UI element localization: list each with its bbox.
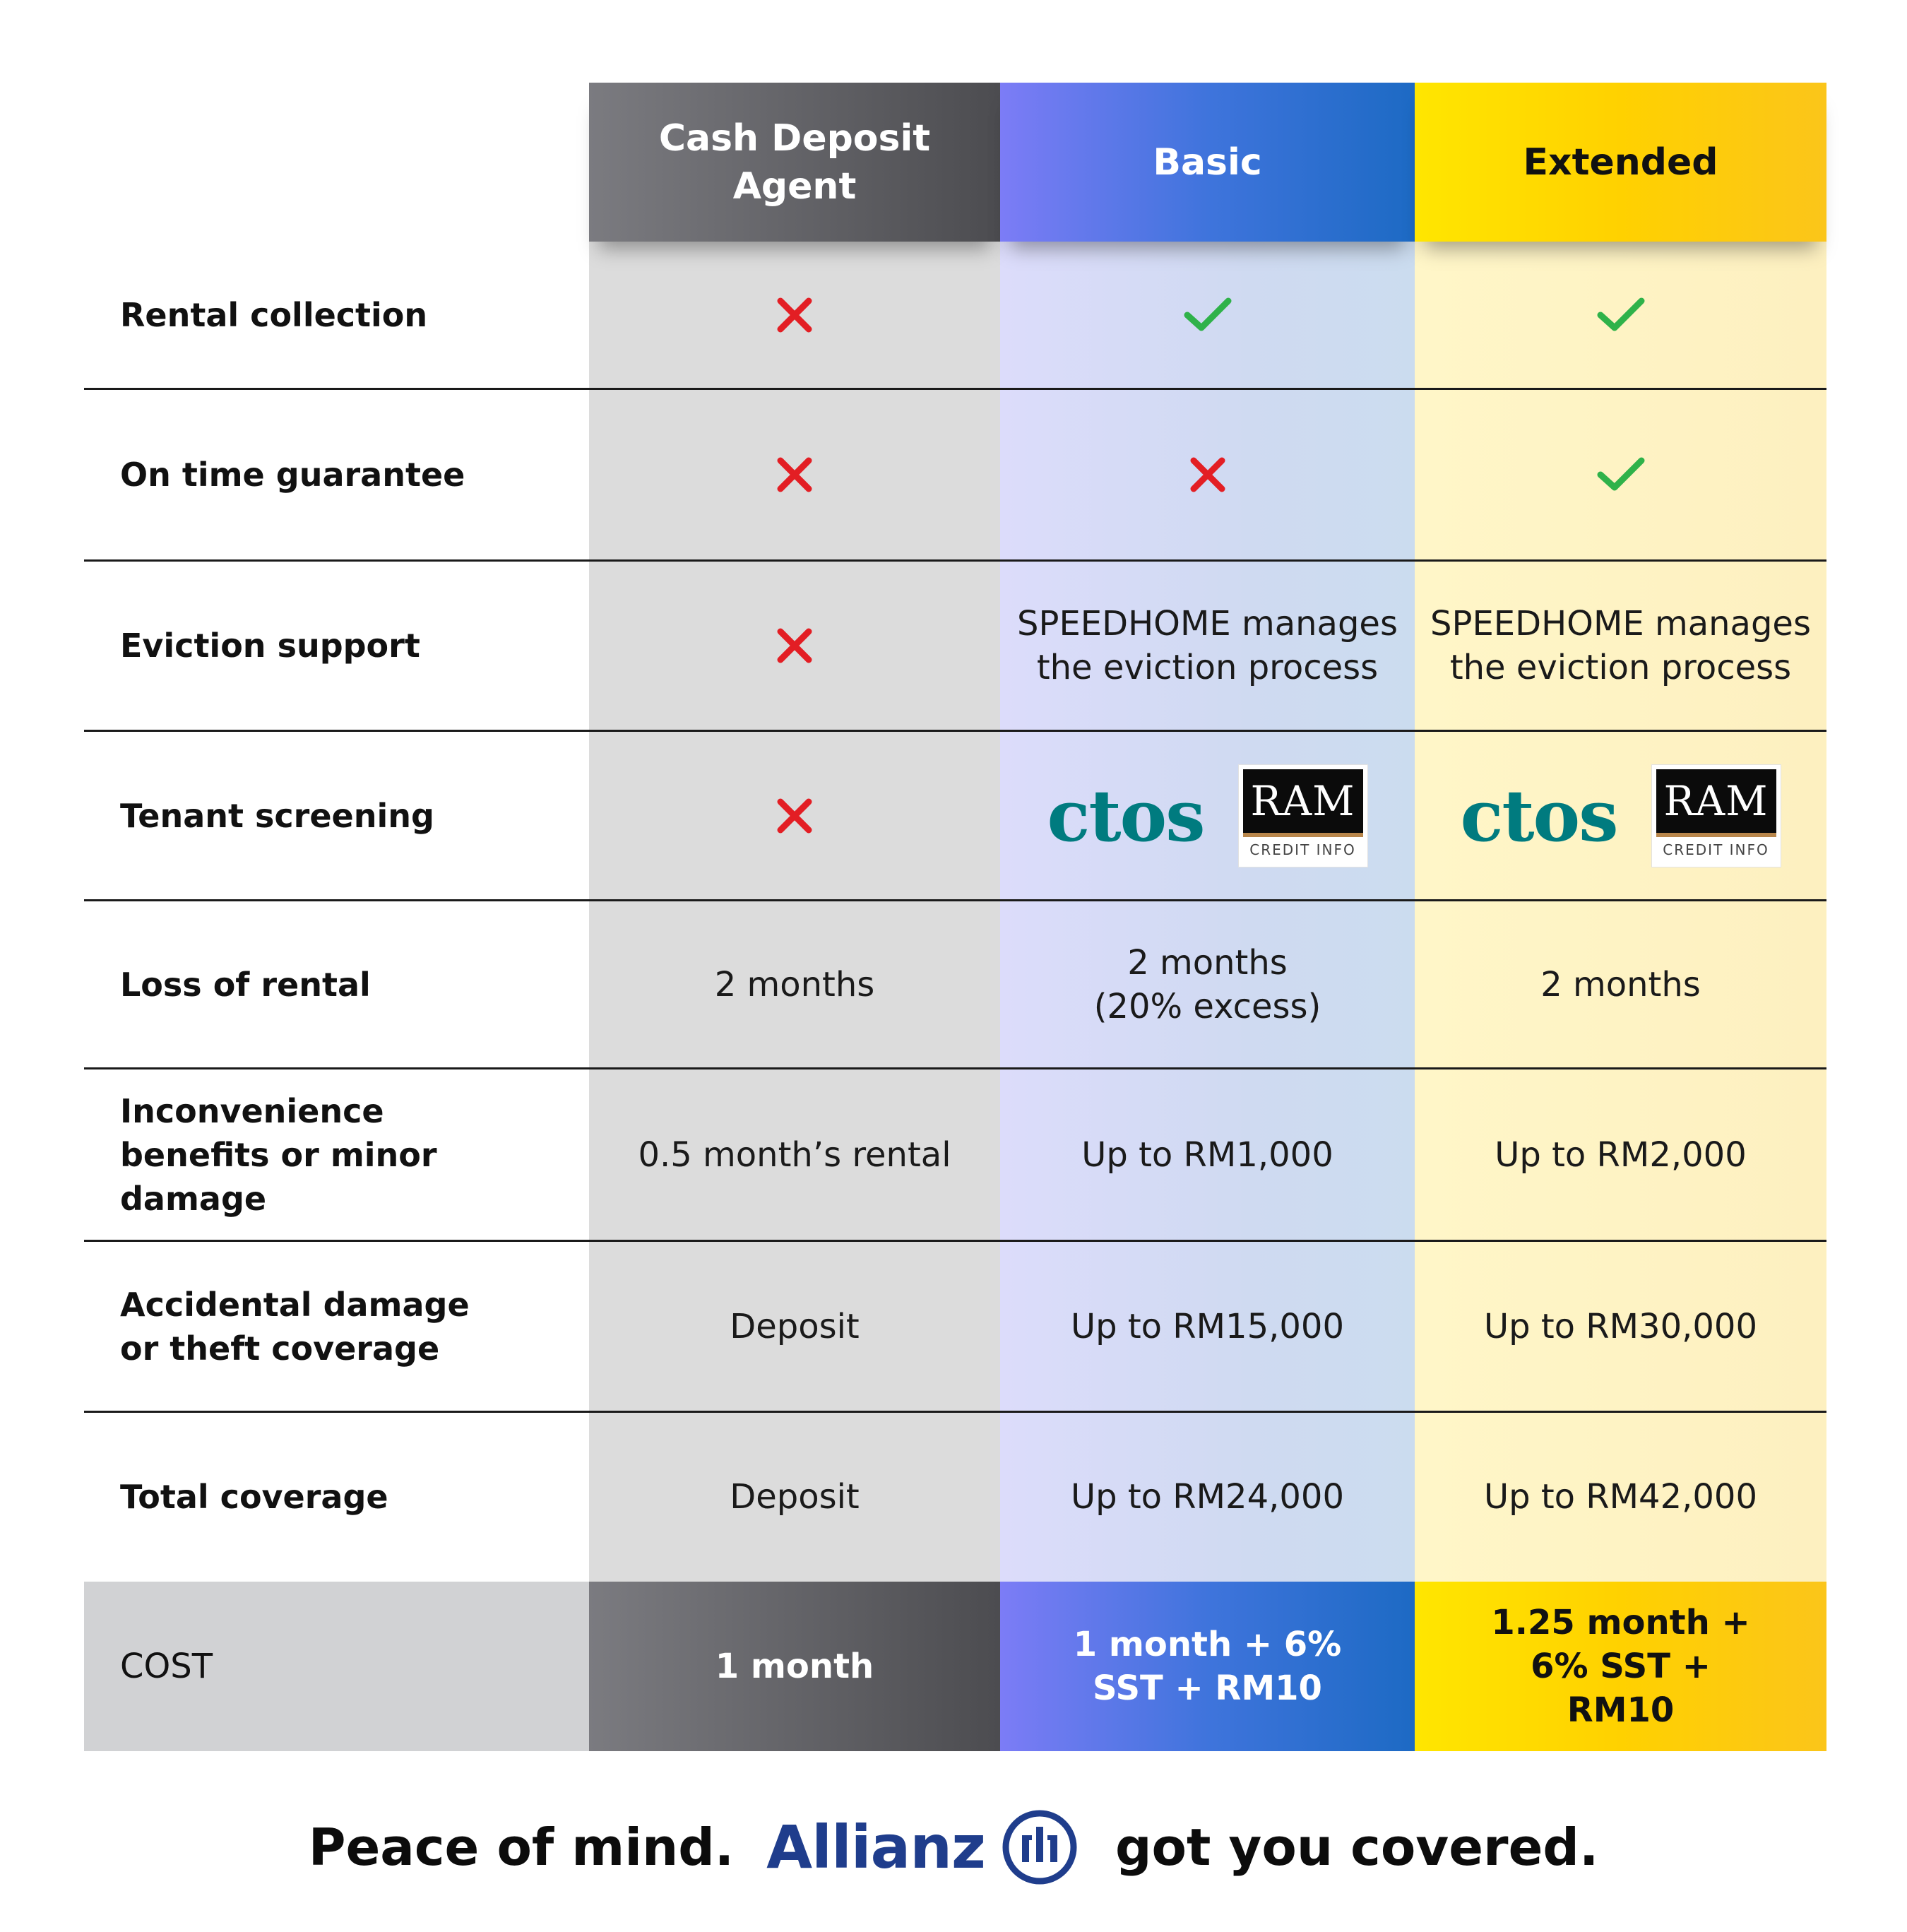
header-label: Basic (1153, 141, 1262, 184)
footer-tagline: Peace of mind. Allianz got you covered. (0, 1794, 1907, 1900)
row-label-inconvenience-benefits: Inconvenience benefits or minor damage (120, 1091, 437, 1218)
row-divider (84, 899, 1826, 901)
cell-text: Up to RM1,000 (1081, 1134, 1333, 1175)
cell-cash-total-coverage: Deposit (589, 1412, 1000, 1582)
footer-lead: Peace of mind. (308, 1818, 735, 1877)
allianz-emblem-icon (1001, 1808, 1079, 1886)
cell-extended-inconvenience: Up to RM2,000 (1415, 1069, 1826, 1240)
cell-text: SPEEDHOME manages the eviction process (1430, 604, 1811, 687)
cell-extended-tenant-screening: ctos RAM CREDIT INFO (1415, 731, 1826, 900)
cost-value: 1 month + 6% SST + RM10 (1073, 1625, 1342, 1708)
cell-cash-accidental-damage: Deposit (589, 1241, 1000, 1411)
cell-basic-on-time-guarantee (1000, 389, 1415, 560)
ram-logo-sub: CREDIT INFO (1663, 841, 1769, 858)
cell-text: SPEEDHOME manages the eviction process (1017, 604, 1398, 687)
cell-text: Up to RM2,000 (1495, 1134, 1747, 1175)
row-divider (84, 730, 1826, 732)
cell-extended-rental-collection (1415, 242, 1826, 389)
cell-text: Deposit (730, 1306, 860, 1346)
cell-text: 2 months (714, 964, 875, 1004)
ram-credit-info-logo: RAM CREDIT INFO (1237, 764, 1368, 867)
cell-basic-rental-collection (1000, 242, 1415, 389)
header-line: Agent (732, 165, 857, 208)
cost-label: COST (120, 1647, 213, 1686)
cross-icon (1188, 455, 1228, 494)
ctos-logo: ctos (1460, 774, 1618, 858)
row-label-tenant-screening: Tenant screening (120, 796, 434, 835)
header-cash-deposit-agent: Cash Deposit Agent (589, 83, 1000, 242)
cell-text: 0.5 month’s rental (638, 1134, 951, 1175)
row-label-eviction-support: Eviction support (120, 627, 420, 665)
cell-basic-eviction-support: SPEEDHOME manages the eviction process (1000, 561, 1415, 730)
cell-basic-accidental-damage: Up to RM15,000 (1000, 1241, 1415, 1411)
ram-logo-sub: CREDIT INFO (1249, 841, 1356, 858)
header-basic: Basic (1000, 83, 1415, 242)
column-bg-cash-deposit (589, 242, 1000, 1582)
cell-extended-eviction-support: SPEEDHOME manages the eviction process (1415, 561, 1826, 730)
row-label-rental-collection: Rental collection (120, 296, 428, 334)
cost-value: 1.25 month + 6% SST + RM10 (1491, 1603, 1750, 1730)
ram-logo-main: RAM (1656, 769, 1776, 837)
check-icon (1596, 295, 1646, 335)
header-label: Extended (1523, 141, 1718, 184)
row-divider (84, 559, 1826, 562)
ram-logo-main: RAM (1242, 769, 1363, 837)
cost-basic: 1 month + 6% SST + RM10 (1000, 1582, 1415, 1751)
cell-cash-on-time-guarantee (589, 389, 1000, 560)
cell-cash-eviction-support (589, 561, 1000, 730)
header-line: Cash Deposit (658, 117, 931, 160)
check-icon (1596, 455, 1646, 494)
footer-tail: got you covered. (1115, 1818, 1599, 1877)
row-divider (84, 388, 1826, 390)
cell-cash-loss-of-rental: 2 months (589, 901, 1000, 1068)
cost-row-label-bg (84, 1582, 589, 1751)
cost-cash-deposit-agent: 1 month (589, 1582, 1000, 1751)
cell-extended-accidental-damage: Up to RM30,000 (1415, 1241, 1826, 1411)
cell-basic-loss-of-rental: 2 months (20% excess) (1000, 901, 1415, 1068)
cell-text: 2 months (20% excess) (1093, 942, 1321, 1026)
row-divider (84, 1411, 1826, 1413)
cell-text: Up to RM15,000 (1070, 1306, 1345, 1346)
column-bg-extended (1415, 242, 1826, 1582)
check-icon (1183, 295, 1232, 335)
row-label-accidental-damage: Accidental damage or theft coverage (120, 1285, 470, 1368)
cell-basic-tenant-screening: ctos RAM CREDIT INFO (1000, 731, 1415, 900)
row-label-loss-of-rental: Loss of rental (120, 965, 371, 1004)
cost-extended: 1.25 month + 6% SST + RM10 (1415, 1582, 1826, 1751)
cell-cash-inconvenience: 0.5 month’s rental (589, 1069, 1000, 1240)
cross-icon (775, 295, 814, 335)
cell-basic-inconvenience: Up to RM1,000 (1000, 1069, 1415, 1240)
row-divider (84, 1067, 1826, 1069)
column-bg-basic (1000, 242, 1415, 1582)
row-label-total-coverage: Total coverage (120, 1478, 388, 1516)
ctos-logo: ctos (1047, 774, 1205, 858)
cell-text: Deposit (730, 1477, 860, 1517)
header-extended: Extended (1415, 83, 1826, 242)
row-divider (84, 1240, 1826, 1242)
cross-icon (775, 626, 814, 665)
allianz-wordmark: Allianz (766, 1813, 986, 1882)
cell-text: Up to RM24,000 (1070, 1477, 1345, 1517)
cell-basic-total-coverage: Up to RM24,000 (1000, 1412, 1415, 1582)
cell-extended-on-time-guarantee (1415, 389, 1826, 560)
ram-credit-info-logo: RAM CREDIT INFO (1651, 764, 1781, 867)
cell-text: Up to RM30,000 (1483, 1306, 1758, 1346)
cell-extended-loss-of-rental: 2 months (1415, 901, 1826, 1068)
cell-text: 2 months (1540, 964, 1701, 1004)
cell-cash-tenant-screening (589, 731, 1000, 900)
cell-cash-rental-collection (589, 242, 1000, 389)
cross-icon (775, 796, 814, 836)
cell-text: Up to RM42,000 (1483, 1477, 1758, 1517)
cell-extended-total-coverage: Up to RM42,000 (1415, 1412, 1826, 1582)
cost-value: 1 month (715, 1647, 874, 1686)
row-label-on-time-guarantee: On time guarantee (120, 456, 465, 494)
cross-icon (775, 455, 814, 494)
